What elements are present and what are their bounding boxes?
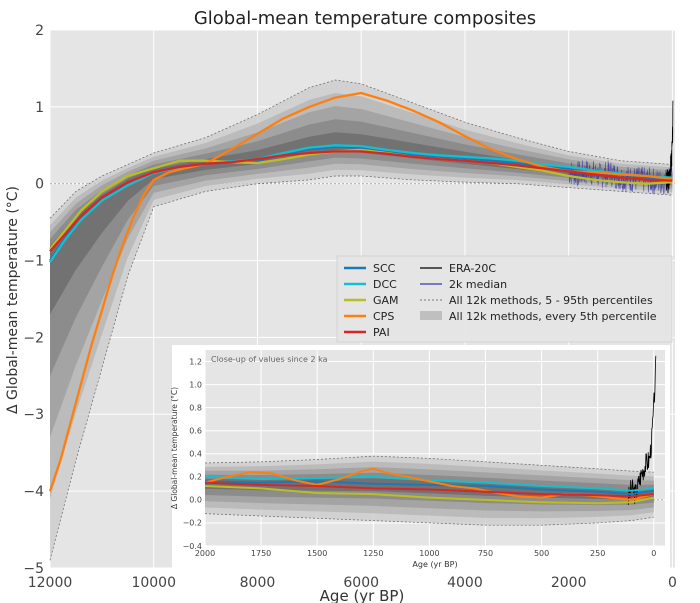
y-tick-label: 0.0: [189, 496, 202, 505]
y-tick-label: 0.6: [189, 427, 202, 436]
percentile-bound-p5: [204, 513, 654, 526]
x-tick-label: 250: [590, 549, 605, 558]
legend: SCC DCC GAM CPS PAI ERA-20C 2k median All 12k m…: [336, 255, 673, 343]
legend-label: ERA-20C: [449, 262, 496, 275]
y-tick-label: −4: [23, 484, 44, 500]
y-axis-label: Δ Global-mean temperature (°C): [5, 186, 21, 414]
legend-swatch: [420, 311, 442, 320]
legend-label: DCC: [373, 278, 397, 291]
x-tick-label: 2000: [195, 549, 215, 558]
x-tick-label: 10000: [131, 575, 176, 591]
y-tick-label: 2: [35, 23, 44, 39]
x-tick-label: 1000: [419, 549, 439, 558]
x-tick-label: 1750: [251, 549, 271, 558]
percentile-bound-p5: [49, 175, 673, 561]
x-tick-label: 4000: [447, 575, 483, 591]
y-tick-label: 1: [35, 100, 44, 116]
x-tick-label: 12000: [28, 575, 73, 591]
legend-label: GAM: [373, 294, 399, 307]
legend-label: CPS: [373, 310, 394, 323]
inset-x-axis-label: Age (yr BP): [412, 560, 457, 569]
series-pai: [49, 150, 673, 253]
x-tick-label: 1250: [363, 549, 383, 558]
series-dcc: [49, 144, 673, 263]
y-tick-label: −5: [23, 561, 44, 577]
y-tick-label: 1.2: [189, 357, 202, 366]
legend-label: PAI: [373, 326, 390, 339]
y-tick-labels: −5 −4 −3 −2 −1 0 1 2: [23, 23, 44, 577]
y-tick-label: −3: [23, 407, 44, 423]
y-tick-label: 0.2: [189, 473, 202, 482]
x-tick-labels: 12000 10000 8000 6000 4000 2000 0: [28, 575, 677, 591]
y-tick-label: 0.4: [189, 450, 202, 459]
legend-label: All 12k methods, 5 - 95th percentiles: [449, 294, 653, 307]
legend-label: 2k median: [449, 278, 507, 291]
y-tick-label: −1: [23, 253, 44, 269]
inset-series-lines: [204, 355, 657, 505]
series-era-20c: [666, 100, 674, 194]
series-scc: [204, 480, 654, 496]
inset-x-tick-labels: 2000 1750 1500 1250 1000 750 500 250 0: [195, 549, 657, 558]
y-tick-label: 0.8: [189, 403, 202, 412]
series-scc: [49, 145, 673, 262]
series-cps: [48, 91, 673, 492]
x-tick-label: 8000: [240, 575, 276, 591]
series-pai: [204, 481, 654, 498]
y-tick-label: −2: [23, 330, 44, 346]
percentile-bands: [49, 79, 673, 561]
x-tick-label: 2000: [551, 575, 587, 591]
x-tick-label: 1500: [307, 549, 327, 558]
inset-plot: 2000 1750 1500 1250 1000 750 500 250 0 −0.4 −0.2 0…: [170, 345, 670, 573]
x-tick-label: 0: [651, 549, 656, 558]
y-tick-label: −0.4: [183, 542, 202, 551]
legend-label: SCC: [373, 262, 396, 275]
percentile-bound-p95: [49, 79, 673, 219]
chart-title: Global-mean temperature composites: [194, 8, 536, 29]
y-tick-label: 0: [35, 177, 44, 193]
legend-label: All 12k methods, every 5th percentile: [449, 310, 657, 323]
x-tick-label: 0: [668, 575, 677, 591]
series-lines: [48, 91, 674, 492]
inset-title: Close-up of values since 2 ka: [211, 355, 328, 364]
inset-y-tick-labels: −0.4 −0.2 0.0 0.2 0.4 0.6 0.8 1.0 1.2: [183, 357, 202, 550]
x-tick-label: 6000: [343, 575, 379, 591]
series-gam: [204, 485, 655, 505]
x-tick-label: 750: [478, 549, 493, 558]
legend-box: [336, 255, 673, 343]
series-era-20c: [627, 355, 657, 505]
x-axis-label: Age (yr BP): [320, 587, 405, 603]
inset-y-axis-label: Δ Global-mean temperature (°C): [170, 387, 179, 509]
percentile-bound-p95: [204, 455, 654, 473]
y-tick-label: 1.0: [189, 380, 202, 389]
x-tick-label: 500: [534, 549, 549, 558]
y-tick-label: −0.2: [183, 519, 202, 528]
